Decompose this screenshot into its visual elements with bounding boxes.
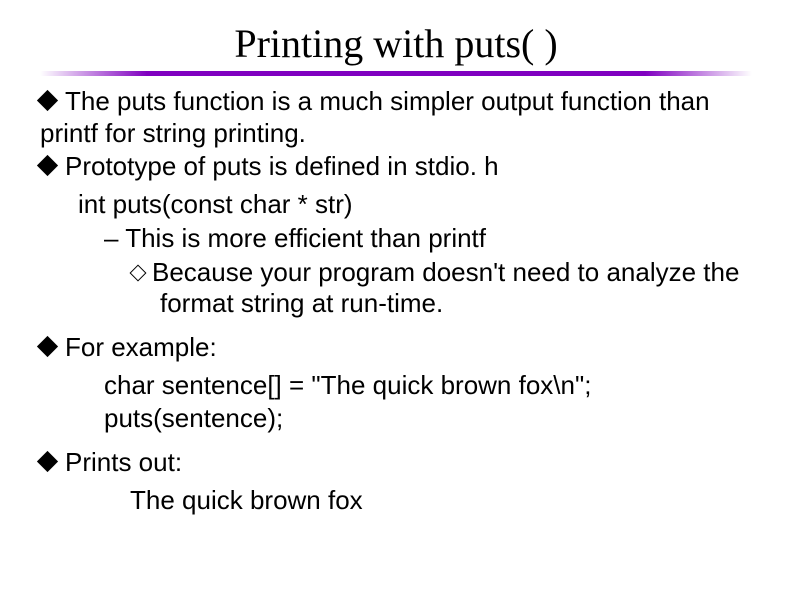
slide-container: Printing with puts( ) The puts function …: [0, 0, 792, 539]
bullet-3: For example:: [40, 332, 752, 364]
diamond-icon: [37, 451, 58, 472]
bullet-1: The puts function is a much simpler outp…: [40, 86, 752, 149]
diamond-icon: [37, 90, 58, 111]
diamond-icon: [37, 336, 58, 357]
sub-bullet-2-text: Because your program doesn't need to ana…: [152, 257, 739, 319]
sub-bullet-2: Because your program doesn't need to ana…: [132, 257, 752, 320]
code-line-2: char sentence[] = "The quick brown fox\n…: [104, 370, 752, 402]
bullet-2: Prototype of puts is defined in stdio. h: [40, 151, 752, 183]
bullet-2-text: Prototype of puts is defined in stdio. h: [65, 151, 499, 181]
code-line-1: int puts(const char * str): [78, 189, 752, 221]
outline-diamond-icon: [130, 264, 147, 281]
slide-title: Printing with puts( ): [40, 20, 752, 67]
bullet-4-text: Prints out:: [65, 447, 182, 477]
code-line-3: puts(sentence);: [104, 403, 752, 435]
title-divider: [40, 71, 752, 76]
bullet-1-text: The puts function is a much simpler outp…: [40, 86, 710, 148]
output-line: The quick brown fox: [130, 485, 752, 517]
diamond-icon: [37, 155, 58, 176]
bullet-3-text: For example:: [65, 332, 217, 362]
bullet-4: Prints out:: [40, 447, 752, 479]
slide-content: The puts function is a much simpler outp…: [40, 86, 752, 517]
sub-bullet-1: – This is more efficient than printf: [104, 223, 752, 255]
